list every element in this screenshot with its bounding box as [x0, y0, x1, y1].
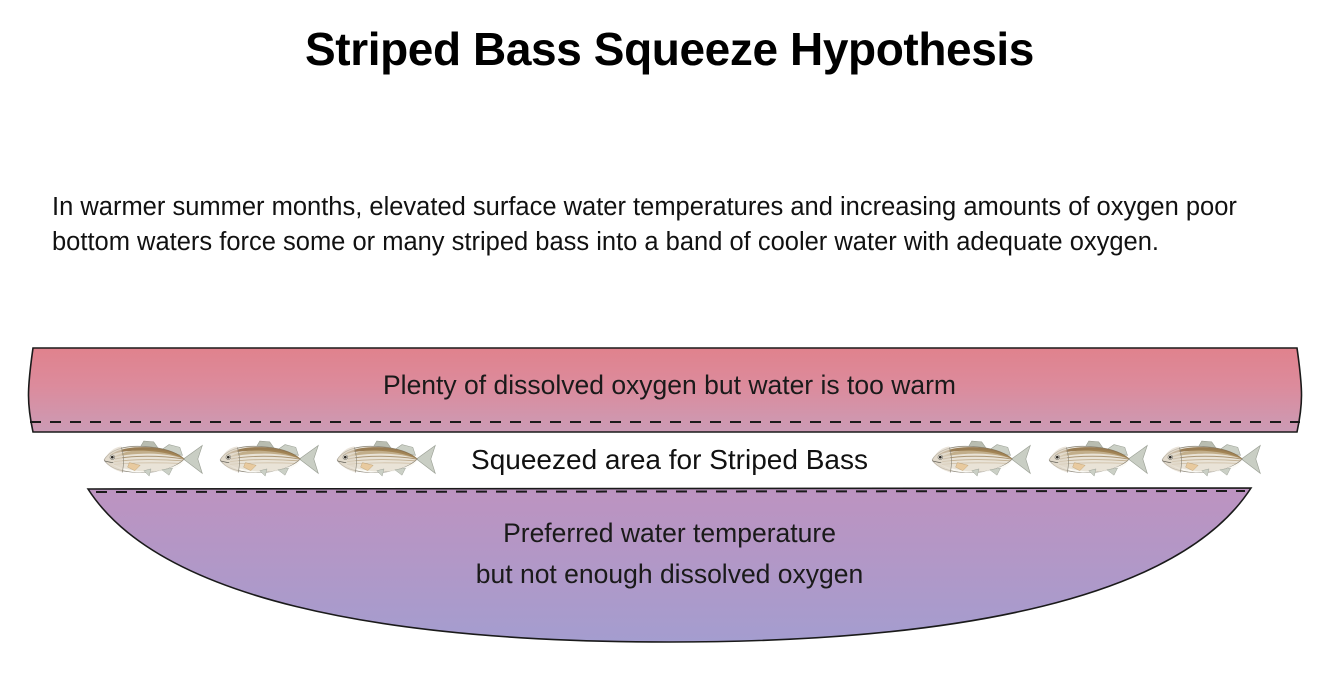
- striped-bass-fish-icon: [336, 440, 436, 477]
- top-warm-band: Plenty of dissolved oxygen but water is …: [27, 347, 1303, 433]
- bottom-cold-lens: Preferred water temperature but not enou…: [86, 487, 1253, 643]
- middle-band-label: Squeezed area for Striped Bass: [471, 444, 868, 475]
- middle-squeezed-band: Squeezed area for Striped Bass: [103, 440, 1261, 477]
- striped-bass-fish-icon: [1048, 440, 1148, 477]
- fish-group-right: [931, 440, 1261, 477]
- striped-bass-fish-icon: [103, 440, 203, 477]
- striped-bass-fish-icon: [931, 440, 1031, 477]
- squeeze-diagram: Plenty of dissolved oxygen but water is …: [0, 330, 1339, 670]
- intro-paragraph: In warmer summer months, elevated surfac…: [52, 193, 1237, 257]
- page-title: Striped Bass Squeeze Hypothesis: [305, 23, 1034, 75]
- top-band-label: Plenty of dissolved oxygen but water is …: [383, 370, 956, 400]
- striped-bass-fish-icon: [219, 440, 319, 477]
- bottom-lens-label-line-1: Preferred water temperature: [503, 518, 836, 548]
- striped-bass-fish-icon: [1161, 440, 1261, 477]
- fish-group-left: [103, 440, 436, 477]
- bottom-lens-label-line-2: but not enough dissolved oxygen: [476, 559, 864, 589]
